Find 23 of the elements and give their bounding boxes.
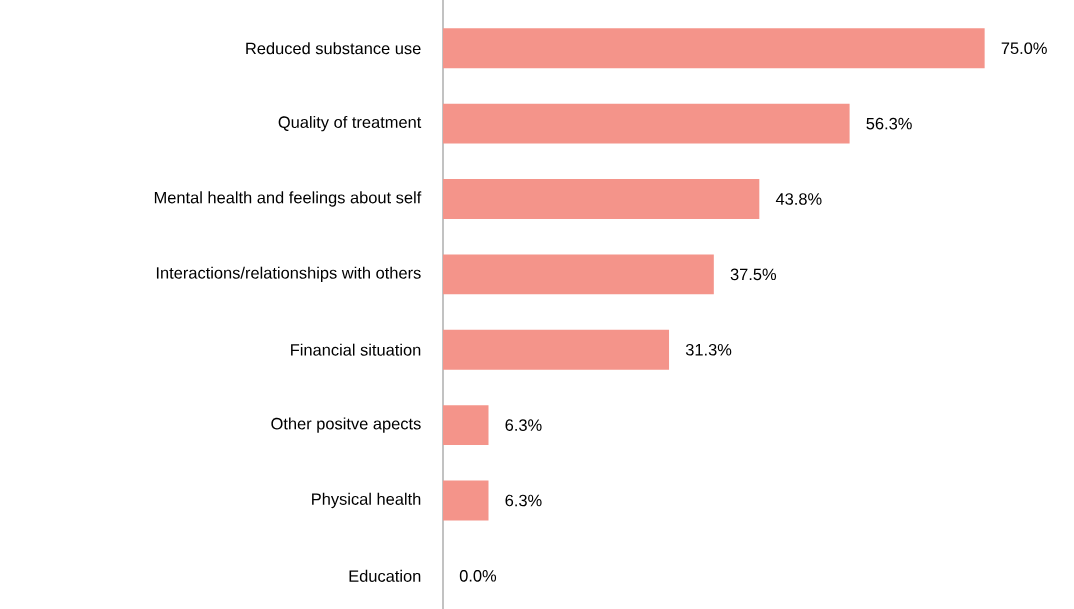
y-tick-label: Other positve apects xyxy=(271,417,421,433)
bar xyxy=(443,329,670,370)
bar xyxy=(443,28,985,69)
y-tick-label: Quality of treatment xyxy=(278,115,422,132)
data-label: 0.0% xyxy=(459,570,497,582)
y-tick-label: Interactions/relationships with others xyxy=(156,266,421,283)
bar xyxy=(443,254,714,295)
bar xyxy=(443,480,489,521)
y-tick-label: Physical health xyxy=(312,492,421,509)
bar xyxy=(443,405,489,446)
data-label: 31.3% xyxy=(685,343,732,356)
data-label: 6.3% xyxy=(505,494,542,507)
y-tick-label: Reduced substance use xyxy=(246,42,421,55)
bar xyxy=(443,103,850,144)
data-label: 6.3% xyxy=(505,419,542,431)
y-tick-label: Financial situation xyxy=(291,343,421,356)
data-label: 37.5% xyxy=(730,268,777,281)
bar xyxy=(443,179,760,219)
y-tick-label: Education xyxy=(349,569,421,582)
data-label: 75.0% xyxy=(1001,42,1047,55)
data-label: 56.3% xyxy=(866,117,912,130)
data-label: 43.8% xyxy=(775,193,822,205)
y-tick-label: Mental health and feelings about self xyxy=(154,191,422,207)
